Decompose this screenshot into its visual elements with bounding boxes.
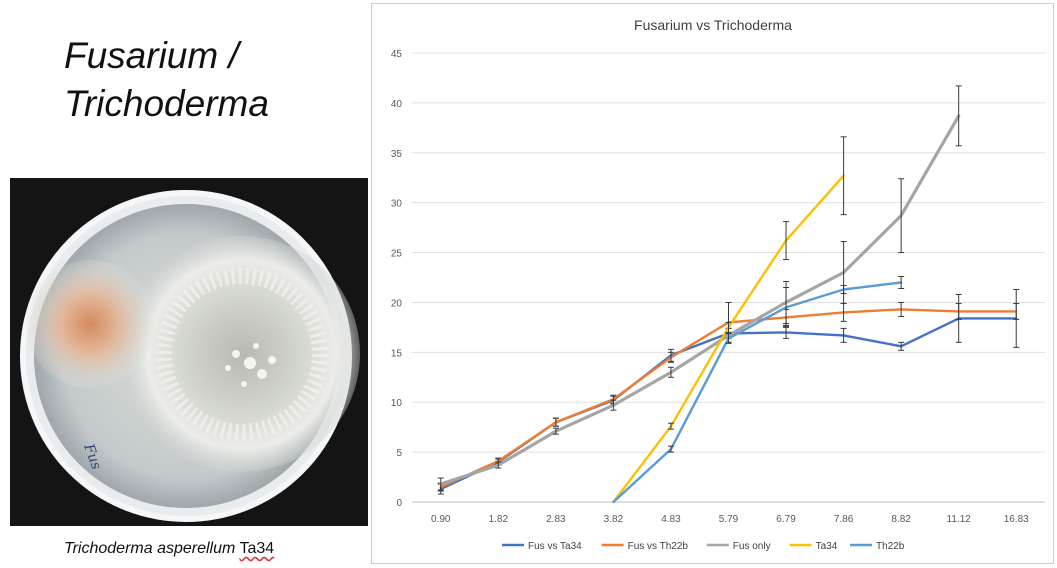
y-tick-label: 35 (391, 149, 403, 160)
y-tick-label: 40 (391, 99, 403, 110)
legend-label: Ta34 (816, 541, 838, 552)
x-tick-label: 6.79 (776, 514, 796, 525)
x-tick-label: 16.83 (1004, 514, 1029, 525)
caption-species: Trichoderma asperellum (64, 540, 236, 557)
x-tick-label: 1.82 (489, 514, 509, 525)
y-tick-label: 15 (391, 348, 403, 359)
y-tick-label: 5 (396, 448, 402, 459)
fusarium-colony (26, 260, 154, 388)
photo-caption: Trichoderma asperellum Ta34 (64, 540, 274, 558)
chart-title: Fusarium vs Trichoderma (634, 17, 792, 33)
x-tick-label: 0.90 (431, 514, 451, 525)
series-line (439, 114, 961, 486)
x-tick-label: 7.86 (834, 514, 854, 525)
chart-frame: Fusarium vs Trichoderma 0 5 10 15 20 25 30 35 40… (371, 3, 1054, 564)
petri-dish-illustration: Fus (20, 190, 360, 522)
y-tick-label: 0 (396, 498, 402, 509)
x-tick-label: 4.83 (661, 514, 681, 525)
slide-title: Fusarium / Trichoderma (64, 35, 269, 124)
x-tick-label: 3.82 (604, 514, 624, 525)
legend-item: Fus only (706, 541, 771, 552)
series-line (439, 317, 1018, 491)
y-tick-label: 10 (391, 398, 403, 409)
series-th22b (612, 276, 905, 504)
legend-label: Fus only (733, 541, 771, 552)
legend-label: Th22b (876, 541, 905, 552)
series-ta34 (612, 136, 847, 504)
x-tick-label: 2.83 (546, 514, 566, 525)
caption-strain: Ta34 (239, 540, 275, 557)
legend-item: Th22b (850, 541, 905, 552)
y-tick-label: 20 (391, 298, 403, 309)
grid-layer (412, 52, 1045, 503)
legend-label: Fus vs Ta34 (528, 541, 582, 552)
legend-label: Fus vs Th22b (628, 541, 689, 552)
line-chart: Fusarium vs Trichoderma 0 5 10 15 20 25 30 35 40… (391, 17, 1045, 552)
legend-item: Ta34 (789, 541, 838, 552)
legend-item: Fus vs Th22b (601, 541, 689, 552)
y-tick-label: 25 (391, 249, 403, 260)
x-tick-label: 5.79 (719, 514, 739, 525)
x-tick-label: 11.12 (947, 514, 972, 525)
x-tick-label: 8.82 (891, 514, 911, 525)
y-tick-label: 45 (391, 49, 403, 60)
petri-dish-photo: Fus (10, 178, 368, 526)
series-line (612, 281, 903, 504)
legend-item: Fus vs Ta34 (502, 541, 582, 552)
axis-layer: 0 5 10 15 20 25 30 35 40 45 0.90 1.82 2.83 3.82 4.83 5.… (391, 49, 1029, 525)
series-layer (437, 85, 1020, 504)
y-tick-label: 30 (391, 199, 403, 210)
series-fus-only (437, 85, 962, 491)
legend: Fus vs Ta34 Fus vs Th22b Fus only Ta34 Th22b (502, 541, 905, 552)
